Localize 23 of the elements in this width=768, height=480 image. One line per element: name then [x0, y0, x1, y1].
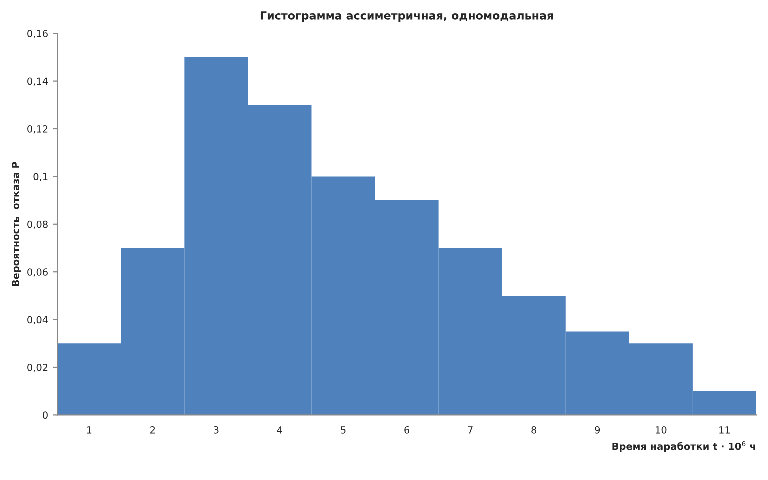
- x-tick-label: 2: [150, 426, 156, 434]
- x-tick-label: 3: [214, 426, 219, 434]
- y-tick-label: 0,1: [34, 173, 48, 182]
- y-tick-label: 0,08: [28, 220, 48, 230]
- y-tick-label: 0,02: [28, 364, 48, 372]
- x-tick-label: 1: [87, 426, 92, 434]
- x-tick-label: 9: [595, 426, 600, 434]
- chart-title: Гистограмма ассиметричная, одномодальная: [260, 12, 554, 22]
- x-tick-label: 7: [468, 426, 473, 434]
- x-tick-label: 4: [277, 426, 283, 434]
- y-tick-label: 0,04: [28, 316, 48, 325]
- x-tick-label: 5: [341, 426, 346, 434]
- y-tick-label: 0,06: [28, 268, 48, 277]
- x-tick-label: 10: [656, 426, 667, 434]
- x-tick-label: 8: [532, 426, 537, 434]
- x-axis-title: Время наработки t · 10$^{6}$ ч: [612, 441, 756, 452]
- y-tick-label: 0: [43, 412, 48, 420]
- y-axis-title: Вероятность отказа Р: [12, 162, 22, 286]
- y-tick-label: 0,14: [28, 78, 48, 86]
- y-tick-label: 0,12: [28, 125, 48, 134]
- x-tick-label: 6: [404, 426, 410, 434]
- x-tick-label: 11: [720, 426, 730, 434]
- y-tick-label: 0,16: [28, 30, 48, 38]
